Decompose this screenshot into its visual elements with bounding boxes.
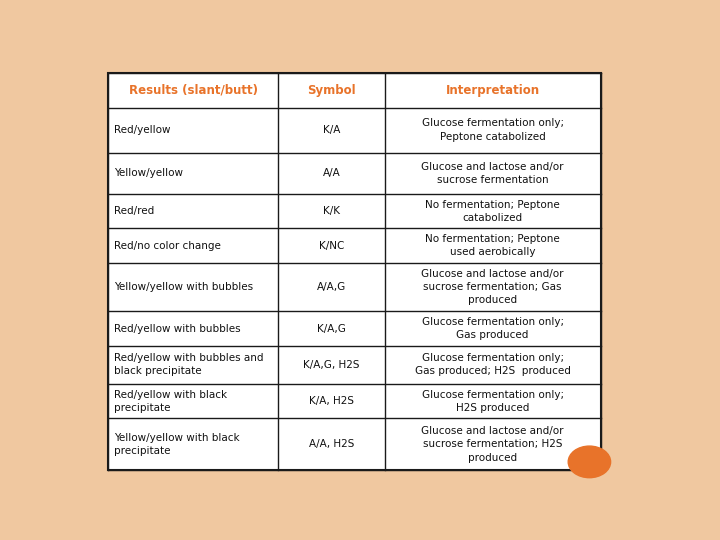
- Text: Glucose fermentation only;
H2S produced: Glucose fermentation only; H2S produced: [422, 389, 564, 413]
- Text: Red/yellow with bubbles and
black precipitate: Red/yellow with bubbles and black precip…: [114, 353, 264, 376]
- Text: Glucose fermentation only;
Peptone catabolized: Glucose fermentation only; Peptone catab…: [422, 118, 564, 141]
- Text: Yellow/yellow with black
precipitate: Yellow/yellow with black precipitate: [114, 433, 240, 456]
- Text: No fermentation; Peptone
catabolized: No fermentation; Peptone catabolized: [426, 200, 560, 223]
- Text: Glucose and lactose and/or
sucrose fermentation; Gas
produced: Glucose and lactose and/or sucrose ferme…: [421, 269, 564, 306]
- Text: Interpretation: Interpretation: [446, 84, 540, 97]
- Text: Glucose fermentation only;
Gas produced: Glucose fermentation only; Gas produced: [422, 317, 564, 340]
- Text: K/A: K/A: [323, 125, 340, 135]
- Text: No fermentation; Peptone
used aerobically: No fermentation; Peptone used aerobicall…: [426, 234, 560, 258]
- Text: A/A,G: A/A,G: [317, 282, 346, 292]
- Text: Red/red: Red/red: [114, 206, 154, 216]
- Text: Red/yellow with bubbles: Red/yellow with bubbles: [114, 323, 240, 334]
- Text: K/A, H2S: K/A, H2S: [309, 396, 354, 406]
- Bar: [109, 73, 600, 470]
- Text: K/A,G: K/A,G: [317, 323, 346, 334]
- Text: K/K: K/K: [323, 206, 340, 216]
- Text: Symbol: Symbol: [307, 84, 356, 97]
- Text: Glucose and lactose and/or
sucrose fermentation; H2S
produced: Glucose and lactose and/or sucrose ferme…: [421, 426, 564, 462]
- Text: A/A: A/A: [323, 168, 341, 178]
- Text: Red/no color change: Red/no color change: [114, 241, 221, 251]
- Text: Glucose and lactose and/or
sucrose fermentation: Glucose and lactose and/or sucrose ferme…: [421, 161, 564, 185]
- Text: Yellow/yellow: Yellow/yellow: [114, 168, 183, 178]
- Text: Red/yellow: Red/yellow: [114, 125, 171, 135]
- Text: Red/yellow with black
precipitate: Red/yellow with black precipitate: [114, 389, 227, 413]
- Text: K/A,G, H2S: K/A,G, H2S: [303, 360, 360, 370]
- Circle shape: [568, 446, 611, 478]
- Text: Yellow/yellow with bubbles: Yellow/yellow with bubbles: [114, 282, 253, 292]
- Text: Glucose fermentation only;
Gas produced; H2S  produced: Glucose fermentation only; Gas produced;…: [415, 353, 570, 376]
- Text: Results (slant/butt): Results (slant/butt): [129, 84, 258, 97]
- Text: A/A, H2S: A/A, H2S: [309, 440, 354, 449]
- Text: K/NC: K/NC: [319, 241, 344, 251]
